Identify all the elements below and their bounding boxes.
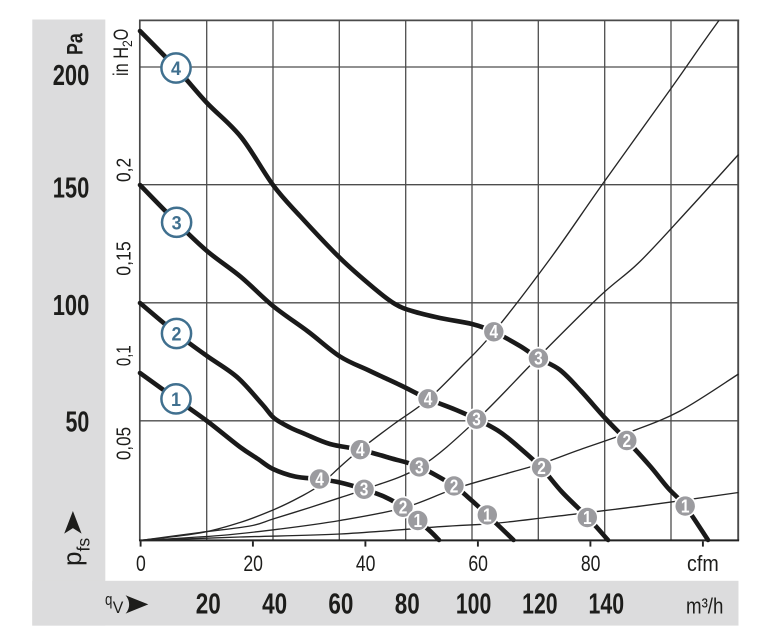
svg-text:0,15: 0,15 — [114, 241, 136, 275]
svg-text:4: 4 — [490, 322, 499, 342]
svg-text:40: 40 — [262, 588, 287, 620]
svg-text:120: 120 — [522, 588, 558, 620]
svg-text:1: 1 — [171, 389, 181, 411]
svg-text:in H2O: in H2O — [110, 29, 135, 76]
svg-text:1: 1 — [483, 505, 492, 525]
svg-text:1: 1 — [414, 511, 423, 531]
svg-text:1: 1 — [681, 497, 690, 517]
svg-text:2: 2 — [623, 431, 632, 451]
svg-text:80: 80 — [581, 551, 601, 576]
svg-text:40: 40 — [356, 551, 376, 576]
svg-text:150: 150 — [53, 173, 90, 205]
svg-text:4: 4 — [424, 389, 433, 409]
svg-text:60: 60 — [468, 551, 488, 576]
svg-text:V: V — [113, 599, 124, 617]
svg-text:3: 3 — [534, 349, 543, 369]
svg-text:0,05: 0,05 — [114, 427, 136, 460]
svg-text:100: 100 — [53, 290, 90, 322]
svg-text:3: 3 — [360, 480, 369, 500]
svg-text:2: 2 — [399, 498, 408, 518]
svg-text:4: 4 — [171, 58, 181, 80]
svg-text:200: 200 — [53, 60, 90, 92]
svg-text:3: 3 — [415, 457, 424, 477]
svg-text:4: 4 — [315, 469, 324, 489]
svg-text:cfm: cfm — [687, 551, 719, 576]
svg-text:4: 4 — [356, 440, 365, 460]
svg-text:3: 3 — [172, 212, 182, 234]
svg-text:1: 1 — [583, 508, 592, 528]
svg-text:100: 100 — [456, 588, 492, 620]
svg-text:Pa: Pa — [62, 33, 87, 55]
svg-text:2: 2 — [450, 476, 459, 496]
svg-text:20: 20 — [196, 588, 221, 620]
svg-text:60: 60 — [328, 588, 353, 620]
svg-text:m³/h: m³/h — [686, 593, 723, 618]
svg-text:0: 0 — [136, 551, 146, 576]
svg-text:80: 80 — [395, 588, 420, 620]
svg-text:2: 2 — [172, 324, 182, 346]
svg-text:2: 2 — [537, 458, 546, 478]
svg-text:0,1: 0,1 — [114, 345, 136, 366]
svg-text:50: 50 — [66, 406, 90, 438]
svg-text:3: 3 — [472, 410, 481, 430]
svg-text:0,2: 0,2 — [114, 158, 136, 182]
svg-text:q: q — [105, 591, 112, 609]
svg-text:140: 140 — [589, 588, 625, 620]
svg-text:20: 20 — [243, 551, 263, 576]
